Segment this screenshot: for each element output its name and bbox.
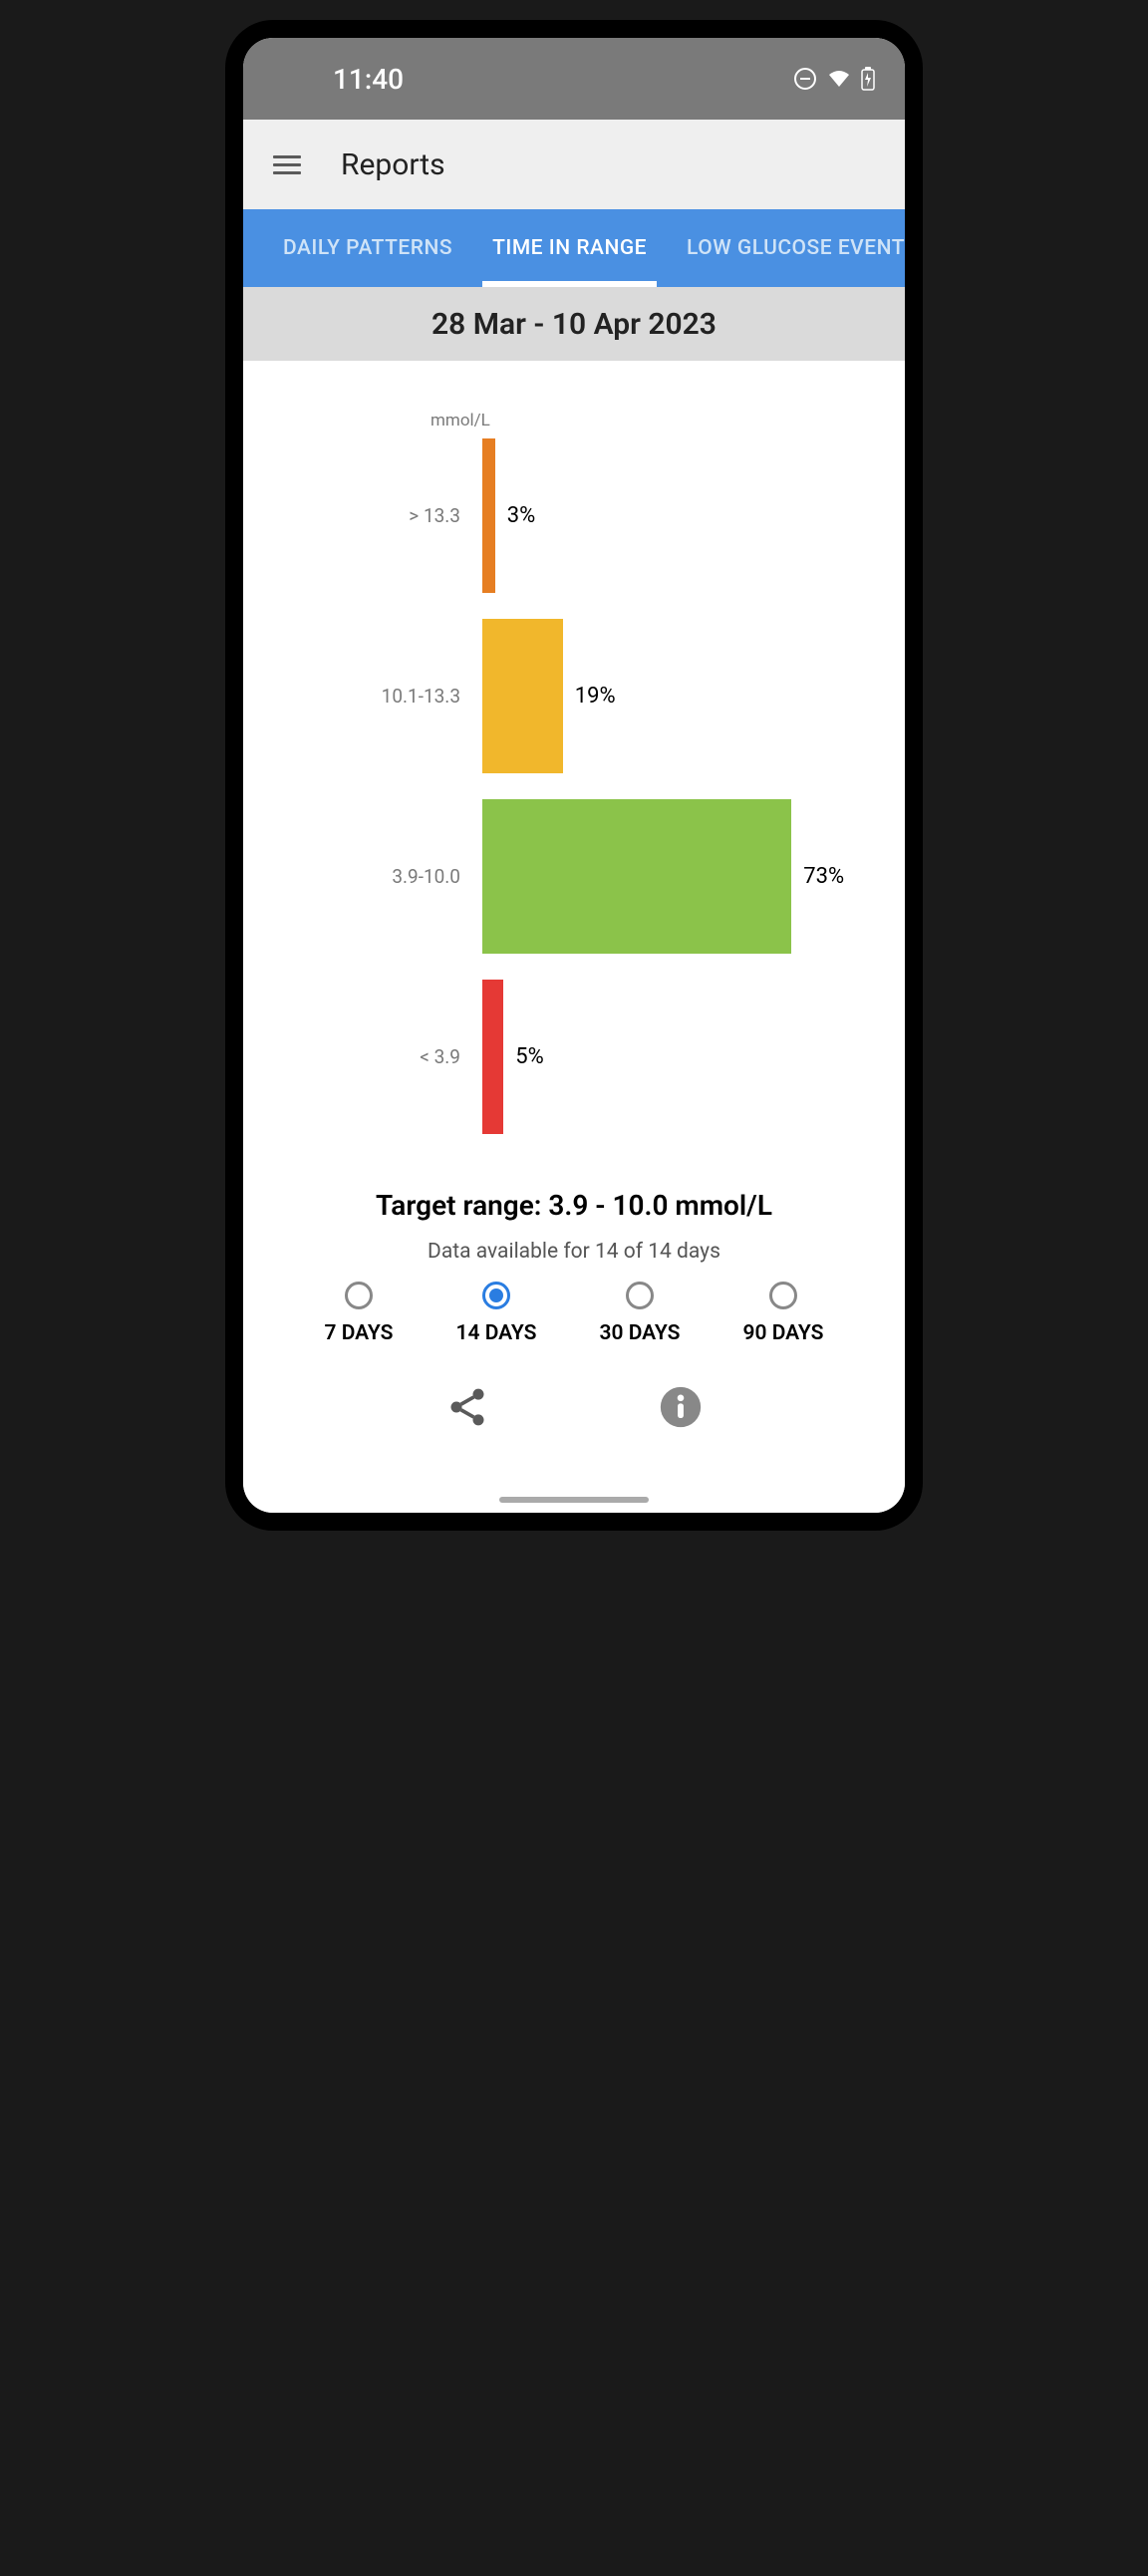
- bar-container: 73%: [482, 799, 875, 954]
- bar-container: 3%: [482, 438, 875, 593]
- bar-row: > 13.3 3%: [273, 438, 875, 593]
- data-available-text: Data available for 14 of 14 days: [273, 1240, 875, 1264]
- period-option-14[interactable]: 14 DAYS: [456, 1282, 537, 1345]
- period-selector: 7 DAYS 14 DAYS 30 DAYS 90 DAYS: [273, 1282, 875, 1345]
- bar-range-label: 10.1-13.3: [273, 685, 482, 708]
- dnd-icon: [793, 67, 817, 91]
- unit-label: mmol/L: [430, 411, 875, 430]
- bar-target: [482, 799, 791, 954]
- app-title: Reports: [341, 147, 445, 182]
- bar-very-high: [482, 438, 495, 593]
- bar-range-label: > 13.3: [273, 504, 482, 527]
- period-label: 90 DAYS: [743, 1321, 824, 1345]
- bar-range-label: 3.9-10.0: [273, 865, 482, 888]
- tab-low-glucose-events[interactable]: LOW GLUCOSE EVENTS: [667, 209, 905, 287]
- period-label: 14 DAYS: [456, 1321, 537, 1345]
- menu-icon[interactable]: [273, 155, 301, 174]
- bar-value: 5%: [515, 1044, 543, 1069]
- tab-label: LOW GLUCOSE EVENTS: [687, 236, 905, 260]
- bar-container: 19%: [482, 619, 875, 773]
- status-time: 11:40: [333, 63, 404, 96]
- period-label: 7 DAYS: [325, 1321, 394, 1345]
- share-icon[interactable]: [445, 1385, 489, 1433]
- app-bar: Reports: [243, 120, 905, 209]
- status-icons: [793, 67, 875, 91]
- tab-time-in-range[interactable]: TIME IN RANGE: [472, 209, 667, 287]
- period-option-7[interactable]: 7 DAYS: [325, 1282, 394, 1345]
- wifi-icon: [827, 69, 851, 89]
- battery-icon: [861, 67, 875, 91]
- period-label: 30 DAYS: [600, 1321, 681, 1345]
- bar-row: 3.9-10.0 73%: [273, 799, 875, 954]
- bar-value: 73%: [803, 864, 844, 889]
- bar-high: [482, 619, 563, 773]
- bar-row: < 3.9 5%: [273, 980, 875, 1134]
- radio-30-days[interactable]: [626, 1282, 654, 1309]
- bar-row: 10.1-13.3 19%: [273, 619, 875, 773]
- radio-90-days[interactable]: [769, 1282, 797, 1309]
- status-bar: 11:40: [243, 38, 905, 120]
- target-range-text: Target range: 3.9 - 10.0 mmol/L: [273, 1189, 875, 1222]
- tab-daily-patterns[interactable]: DAILY PATTERNS: [263, 209, 472, 287]
- radio-7-days[interactable]: [345, 1282, 373, 1309]
- bar-container: 5%: [482, 980, 875, 1134]
- period-option-90[interactable]: 90 DAYS: [743, 1282, 824, 1345]
- date-range: 28 Mar - 10 Apr 2023: [243, 287, 905, 361]
- bars-container: > 13.3 3% 10.1-13.3 19% 3.9-10.0: [273, 438, 875, 1134]
- bar-low: [482, 980, 503, 1134]
- tab-label: DAILY PATTERNS: [283, 236, 452, 260]
- radio-14-days[interactable]: [482, 1282, 510, 1309]
- info-icon[interactable]: [659, 1385, 703, 1433]
- screen: 11:40 Reports DAILY PATTERNS TIME IN RAN…: [243, 38, 905, 1513]
- period-option-30[interactable]: 30 DAYS: [600, 1282, 681, 1345]
- bar-value: 3%: [507, 503, 535, 528]
- tab-bar: DAILY PATTERNS TIME IN RANGE LOW GLUCOSE…: [243, 209, 905, 287]
- bar-range-label: < 3.9: [273, 1045, 482, 1068]
- tab-label: TIME IN RANGE: [492, 236, 647, 260]
- bar-value: 19%: [575, 684, 616, 709]
- bottom-actions: [273, 1385, 875, 1433]
- phone-frame: 11:40 Reports DAILY PATTERNS TIME IN RAN…: [225, 20, 923, 1531]
- home-indicator[interactable]: [499, 1497, 649, 1503]
- chart-area: mmol/L > 13.3 3% 10.1-13.3 19%: [243, 361, 905, 1513]
